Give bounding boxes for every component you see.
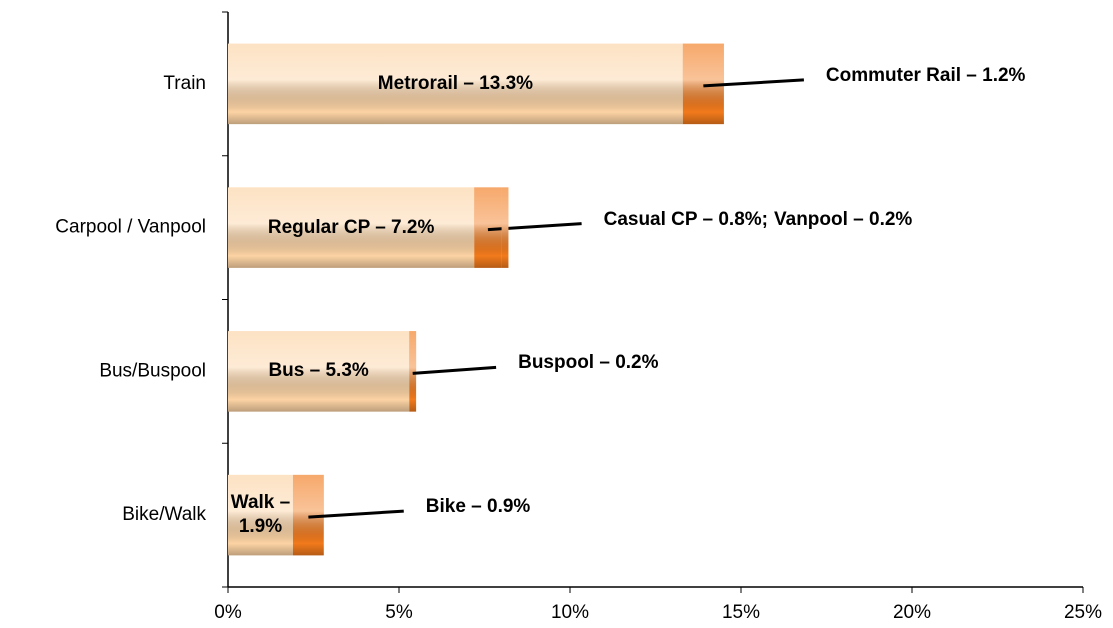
bar-label: Bus – 5.3%	[228, 359, 409, 383]
x-tick-label: 10%	[551, 602, 589, 623]
callout-text: Commuter Rail – 1.2%	[825, 64, 1026, 86]
callout-label: Casual CP – 0.8%; Vanpool – 0.2%	[604, 208, 913, 232]
callout-text: Casual CP – 0.8%;	[603, 208, 768, 230]
y-tick-label: Bike/Walk	[122, 504, 206, 525]
callout-text: Buspool – 0.2%	[518, 352, 659, 374]
bar-label: Walk – 1.9%	[228, 491, 293, 539]
bar-label: Regular CP – 7.2%	[228, 216, 474, 240]
bar-gloss	[228, 331, 410, 412]
bar-gloss	[228, 43, 683, 125]
callout-text: Vanpool – 0.2%	[774, 208, 913, 230]
callout-label: Bike – 0.9%	[426, 495, 531, 519]
leader-line	[412, 365, 497, 375]
x-tick-label: 15%	[722, 602, 760, 623]
y-tick-label: Train	[163, 73, 206, 94]
leader-line	[308, 509, 404, 519]
bar-label: Metrorail – 13.3%	[228, 72, 683, 96]
bar-label-text: Walk – 1.9%	[230, 492, 291, 538]
callout-label: Commuter Rail – 1.2%	[826, 64, 1026, 88]
callout-label: Buspool – 0.2%	[518, 351, 658, 375]
y-tick-label: Bus/Buspool	[99, 360, 206, 381]
x-tick-label: 5%	[385, 602, 413, 623]
bar-label-text: Regular CP – 7.2%	[267, 216, 435, 238]
bar-label-text: Metrorail – 13.3%	[377, 72, 534, 94]
x-tick-label: 0%	[214, 602, 242, 623]
bar-gloss	[501, 187, 509, 268]
bar-gloss	[228, 474, 293, 556]
bar-label-text: Bus – 5.3%	[268, 360, 369, 382]
bar-gloss	[228, 187, 475, 268]
x-tick-label: 25%	[1064, 602, 1102, 623]
bar-gloss	[409, 331, 417, 412]
leader-line	[703, 78, 804, 88]
callout-text: Bike – 0.9%	[425, 496, 531, 518]
y-tick-label: Carpool / Vanpool	[55, 217, 206, 238]
x-tick-label: 20%	[893, 602, 931, 623]
